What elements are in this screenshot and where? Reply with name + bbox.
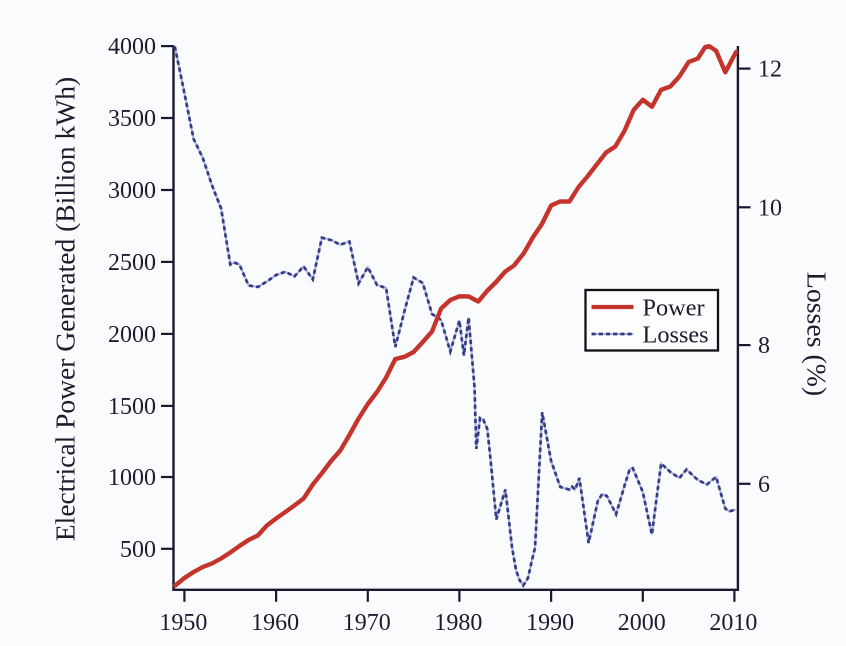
svg-text:1990: 1990 <box>526 610 574 636</box>
svg-text:6: 6 <box>758 472 770 498</box>
svg-text:1960: 1960 <box>251 610 299 636</box>
svg-text:Electrical Power Generated (Bi: Electrical Power Generated (Billion kWh) <box>49 77 80 541</box>
svg-text:1980: 1980 <box>434 610 482 636</box>
svg-text:10: 10 <box>758 195 782 221</box>
svg-text:Losses (%): Losses (%) <box>801 272 832 396</box>
svg-text:Power: Power <box>643 295 705 322</box>
svg-text:1950: 1950 <box>159 610 207 636</box>
svg-text:4000: 4000 <box>108 34 156 60</box>
svg-text:1500: 1500 <box>108 394 156 420</box>
svg-text:Losses: Losses <box>643 322 709 349</box>
svg-text:2010: 2010 <box>709 610 757 636</box>
svg-text:1000: 1000 <box>108 465 156 491</box>
svg-text:500: 500 <box>120 537 156 563</box>
svg-text:2500: 2500 <box>108 250 156 276</box>
svg-text:2000: 2000 <box>108 322 156 348</box>
svg-text:3500: 3500 <box>108 106 156 132</box>
svg-text:2000: 2000 <box>618 610 666 636</box>
svg-text:8: 8 <box>758 333 770 359</box>
svg-text:1970: 1970 <box>343 610 391 636</box>
svg-text:12: 12 <box>758 57 782 83</box>
svg-text:3000: 3000 <box>108 178 156 204</box>
